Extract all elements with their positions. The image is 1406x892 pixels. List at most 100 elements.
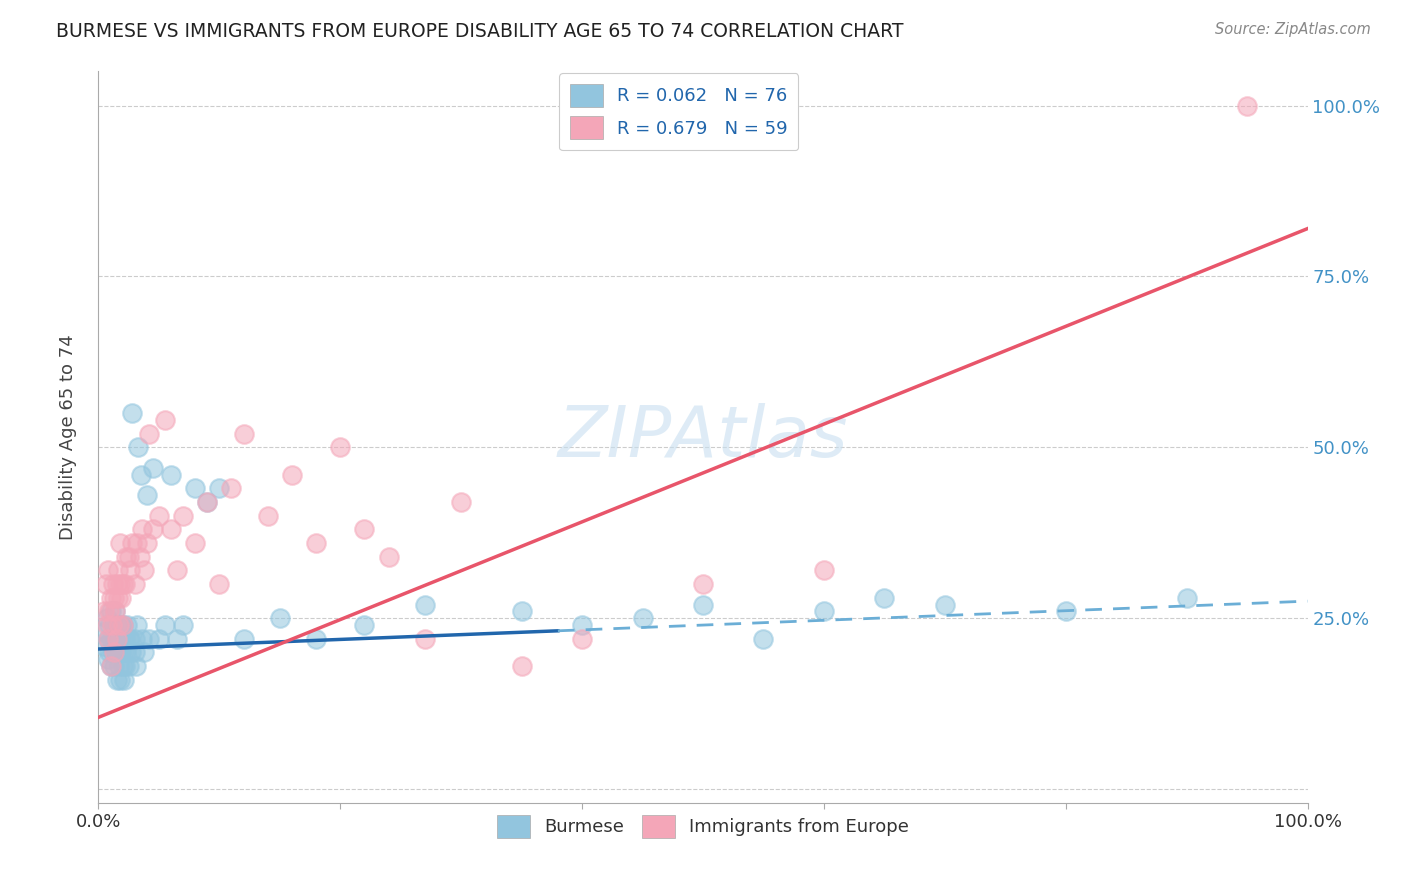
Point xyxy=(103,632,125,646)
Point xyxy=(100,604,122,618)
Point xyxy=(98,604,121,618)
Point xyxy=(118,563,141,577)
Point xyxy=(103,645,125,659)
Point xyxy=(93,604,115,618)
Point xyxy=(96,618,118,632)
Text: ZIPAtlas: ZIPAtlas xyxy=(558,402,848,472)
Point xyxy=(107,591,129,605)
Point xyxy=(813,604,835,618)
Point xyxy=(118,632,141,646)
Point xyxy=(166,563,188,577)
Point xyxy=(118,632,141,646)
Point xyxy=(118,549,141,564)
Point xyxy=(105,632,128,646)
Point xyxy=(93,624,115,639)
Point xyxy=(142,522,165,536)
Point xyxy=(104,604,127,618)
Point xyxy=(208,481,231,495)
Point xyxy=(121,406,143,420)
Point xyxy=(118,659,141,673)
Point xyxy=(108,632,131,646)
Point xyxy=(353,522,375,536)
Point xyxy=(631,611,654,625)
Point xyxy=(93,639,115,653)
Point xyxy=(692,577,714,591)
Point xyxy=(934,598,956,612)
Point xyxy=(108,673,131,687)
Point xyxy=(101,645,124,659)
Text: Source: ZipAtlas.com: Source: ZipAtlas.com xyxy=(1215,22,1371,37)
Point xyxy=(138,426,160,441)
Point xyxy=(103,591,125,605)
Point xyxy=(134,645,156,659)
Point xyxy=(124,645,146,659)
Point xyxy=(131,632,153,646)
Point xyxy=(232,426,254,441)
Point xyxy=(135,536,157,550)
Point xyxy=(195,495,218,509)
Point xyxy=(153,618,176,632)
Point xyxy=(329,440,352,454)
Point xyxy=(107,632,129,646)
Point xyxy=(510,659,533,673)
Point xyxy=(752,632,775,646)
Point xyxy=(1175,591,1198,605)
Point xyxy=(101,577,124,591)
Point xyxy=(98,618,121,632)
Point xyxy=(160,522,183,536)
Point xyxy=(111,577,134,591)
Point xyxy=(104,645,127,659)
Point xyxy=(813,563,835,577)
Point xyxy=(256,508,278,523)
Point xyxy=(97,563,120,577)
Point xyxy=(100,618,122,632)
Point xyxy=(1054,604,1077,618)
Point xyxy=(148,632,170,646)
Point xyxy=(138,632,160,646)
Point xyxy=(97,632,120,646)
Point xyxy=(873,591,896,605)
Point xyxy=(105,577,128,591)
Point xyxy=(101,618,124,632)
Point xyxy=(127,536,149,550)
Point xyxy=(104,604,127,618)
Point xyxy=(129,467,152,482)
Y-axis label: Disability Age 65 to 74: Disability Age 65 to 74 xyxy=(59,334,77,540)
Point xyxy=(281,467,304,482)
Point xyxy=(115,645,138,659)
Point xyxy=(121,536,143,550)
Point xyxy=(172,618,194,632)
Point xyxy=(108,618,131,632)
Point xyxy=(232,632,254,646)
Point xyxy=(97,652,120,666)
Point xyxy=(100,591,122,605)
Point xyxy=(111,659,134,673)
Point xyxy=(135,488,157,502)
Point xyxy=(184,536,207,550)
Point xyxy=(112,673,135,687)
Point xyxy=(117,618,139,632)
Point xyxy=(94,577,117,591)
Point xyxy=(110,591,132,605)
Point xyxy=(108,536,131,550)
Point xyxy=(128,549,150,564)
Point xyxy=(172,508,194,523)
Point xyxy=(195,495,218,509)
Point xyxy=(114,659,136,673)
Point xyxy=(108,618,131,632)
Point xyxy=(571,618,593,632)
Point xyxy=(305,632,328,646)
Point xyxy=(377,549,399,564)
Point xyxy=(112,645,135,659)
Point xyxy=(108,577,131,591)
Point xyxy=(450,495,472,509)
Point xyxy=(692,598,714,612)
Point xyxy=(120,645,142,659)
Point xyxy=(131,522,153,536)
Point xyxy=(153,413,176,427)
Point xyxy=(142,460,165,475)
Point xyxy=(96,611,118,625)
Point xyxy=(124,577,146,591)
Point xyxy=(97,632,120,646)
Point xyxy=(127,440,149,454)
